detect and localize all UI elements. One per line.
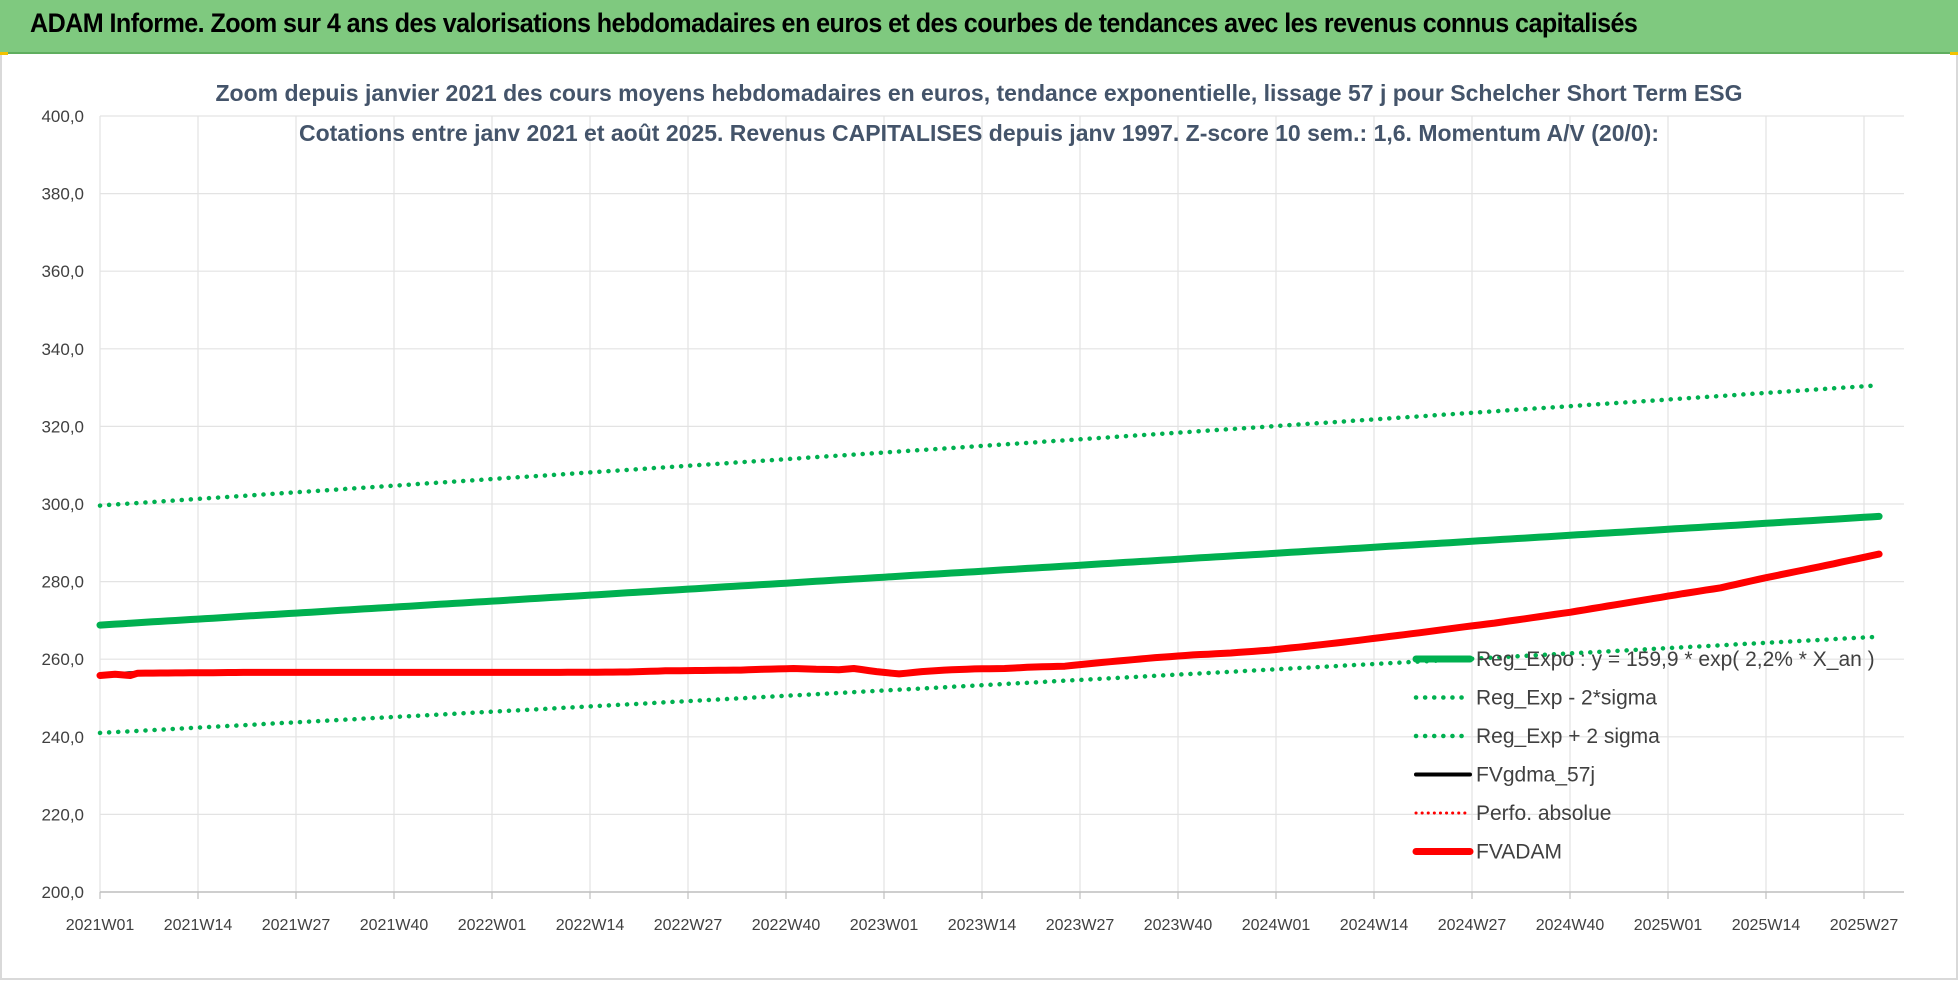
x-tick-label: 2023W27: [1046, 917, 1115, 934]
y-tick-label: 260,0: [41, 650, 84, 669]
chart-subtitle: Cotations entre janv 2021 et août 2025. …: [299, 120, 1659, 146]
y-tick-label: 240,0: [41, 728, 84, 747]
x-tick-label: 2022W01: [458, 917, 527, 934]
y-tick-label: 200,0: [41, 883, 84, 902]
report-banner: ADAM Informe. Zoom sur 4 ans des valoris…: [0, 0, 1958, 54]
legend-label-lo: Reg_Exp - 2*sigma: [1476, 687, 1657, 710]
y-tick-label: 360,0: [41, 262, 84, 281]
x-tick-label: 2021W14: [164, 917, 233, 934]
x-tick-label: 2022W14: [556, 917, 625, 934]
grid-lines: [99, 115, 1904, 893]
legend-label-perf: Perfo. absolue: [1476, 802, 1611, 825]
series-line-hi: [97, 383, 1882, 508]
series-line-fv: [96, 550, 1883, 679]
x-tick-label: 2025W27: [1830, 917, 1899, 934]
corner-mark-left: [0, 52, 8, 55]
series-line-reg: [96, 512, 1883, 629]
x-tick-label: 2023W01: [850, 917, 919, 934]
legend: Reg_Expo : y = 159,9 * exp( 2,2% * X_an …: [1412, 648, 1875, 864]
x-tick-label: 2024W40: [1536, 917, 1605, 934]
y-tick-label: 320,0: [41, 417, 84, 436]
x-tick-label: 2022W27: [654, 917, 723, 934]
chart-title: Zoom depuis janvier 2021 des cours moyen…: [215, 80, 1742, 106]
x-tick-label: 2022W40: [752, 917, 821, 934]
x-tick-label: 2024W01: [1242, 917, 1311, 934]
y-tick-label: 340,0: [41, 340, 84, 359]
x-tick-label: 2023W40: [1144, 917, 1213, 934]
series-line-lo: [97, 634, 1882, 736]
y-tick-label: 380,0: [41, 185, 84, 204]
x-tick-label: 2021W27: [262, 917, 331, 934]
legend-label-reg: Reg_Expo : y = 159,9 * exp( 2,2% * X_an …: [1476, 648, 1875, 671]
legend-label-ma: FVgdma_57j: [1476, 764, 1595, 787]
y-tick-label: 220,0: [41, 805, 84, 824]
x-tick-label: 2024W27: [1438, 917, 1507, 934]
legend-label-hi: Reg_Exp + 2 sigma: [1476, 725, 1660, 748]
chart-frame: [0, 52, 1958, 980]
y-tick-label: 400,0: [41, 107, 84, 126]
x-tick-label: 2023W14: [948, 917, 1017, 934]
y-tick-label: 300,0: [41, 495, 84, 514]
y-tick-label: 280,0: [41, 573, 84, 592]
banner-title: ADAM Informe. Zoom sur 4 ans des valoris…: [30, 8, 1638, 38]
x-tick-label: 2021W40: [360, 917, 429, 934]
x-tick-label: 2024W14: [1340, 917, 1409, 934]
legend-label-fv: FVADAM: [1476, 841, 1562, 864]
axes: 200,0 220,0 240,0 260,0 280,0 300,0 320,0 340,0…: [41, 107, 1904, 934]
x-tick-label: 2021W01: [66, 917, 135, 934]
corner-mark-right: [1950, 52, 1958, 55]
series-lines: [96, 383, 1883, 736]
x-tick-label: 2025W01: [1634, 917, 1703, 934]
x-tick-label: 2025W14: [1732, 917, 1801, 934]
